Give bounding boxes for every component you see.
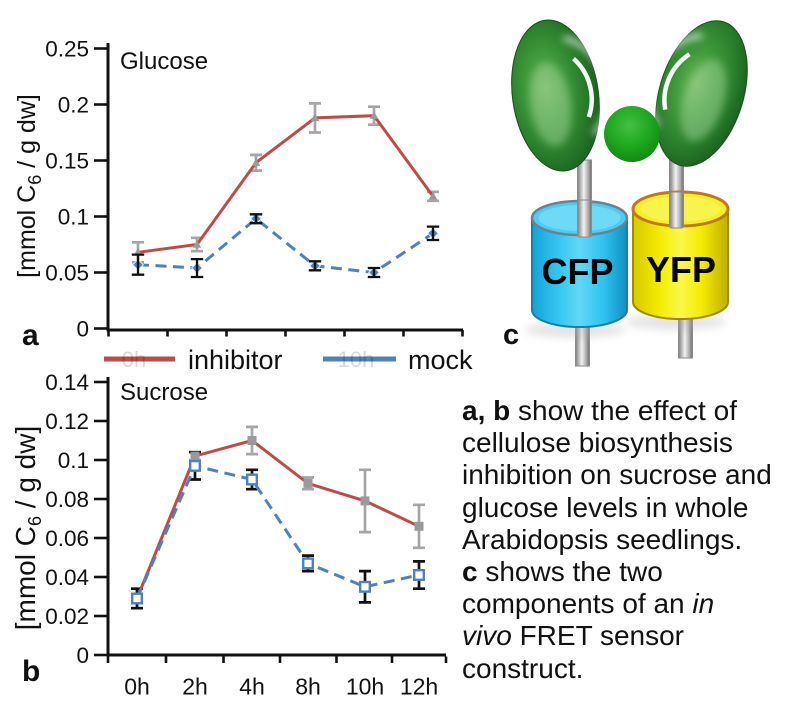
svg-text:0.15: 0.15	[45, 149, 89, 174]
svg-text:0h: 0h	[124, 674, 150, 700]
svg-text:CFP: CFP	[542, 251, 614, 292]
svg-text:4h: 4h	[239, 674, 265, 700]
svg-text:0.02: 0.02	[45, 604, 89, 629]
svg-text:0.04: 0.04	[45, 565, 89, 590]
svg-text:Glucose: Glucose	[120, 48, 208, 75]
svg-text:a: a	[22, 319, 39, 352]
svg-text:0h: 0h	[122, 347, 146, 372]
svg-text:10h: 10h	[346, 674, 384, 700]
svg-text:0.05: 0.05	[45, 261, 89, 286]
svg-text:b: b	[22, 655, 40, 688]
svg-text:0.06: 0.06	[45, 526, 89, 551]
svg-text:0.2: 0.2	[58, 93, 89, 118]
svg-text:0.08: 0.08	[45, 487, 89, 512]
svg-text:2h: 2h	[182, 674, 208, 700]
svg-text:0.12: 0.12	[45, 409, 89, 434]
svg-text:YFP: YFP	[646, 249, 716, 290]
svg-text:10h: 10h	[338, 347, 375, 372]
svg-text:inhibitor: inhibitor	[188, 345, 283, 375]
svg-text:12h: 12h	[400, 674, 438, 700]
svg-text:0.14: 0.14	[45, 370, 89, 395]
svg-text:0.1: 0.1	[58, 448, 89, 473]
svg-text:Sucrose: Sucrose	[120, 379, 208, 406]
svg-text:c: c	[503, 319, 519, 351]
svg-text:0: 0	[76, 317, 89, 342]
svg-text:0: 0	[76, 643, 89, 668]
svg-text:8h: 8h	[295, 674, 321, 700]
svg-text:[mmol C6 / g dw]: [mmol C6 / g dw]	[13, 94, 45, 278]
svg-text:[mmol C6 / g dw]: [mmol C6 / g dw]	[10, 426, 45, 631]
svg-text:mock: mock	[408, 345, 473, 375]
svg-text:0.1: 0.1	[58, 205, 89, 230]
svg-text:0.25: 0.25	[45, 37, 89, 62]
